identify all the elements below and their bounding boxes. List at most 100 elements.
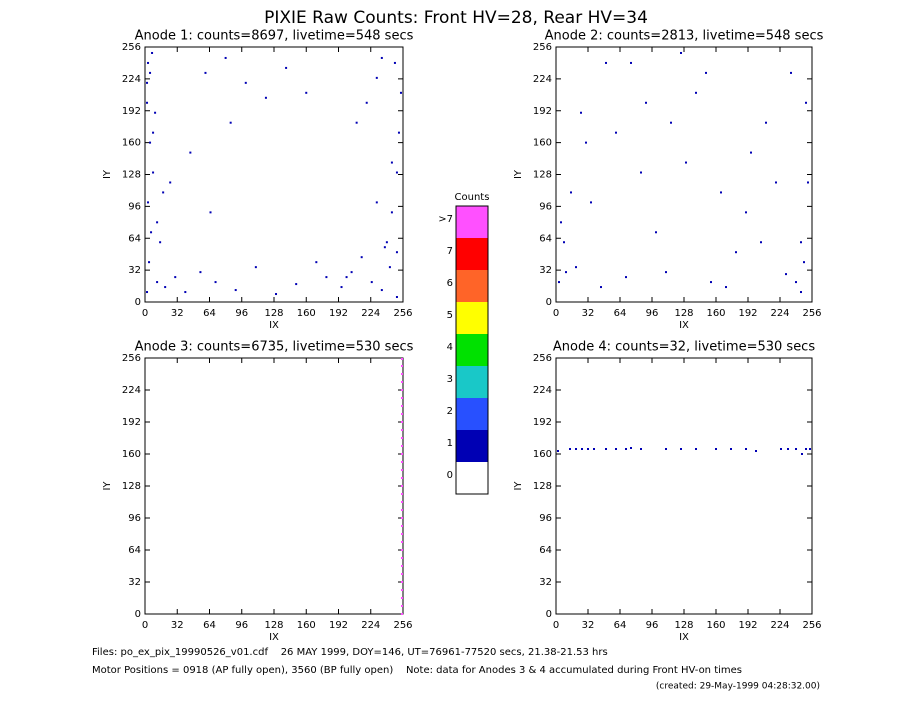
count-pixel	[400, 493, 403, 495]
page-title: PIXIE Raw Counts: Front HV=28, Rear HV=3…	[264, 8, 648, 28]
x-axis-label: IX	[679, 320, 689, 331]
colorbar-label: >7	[438, 214, 453, 225]
count-pixel	[295, 283, 298, 286]
plot-frame	[555, 357, 813, 615]
count-pixel	[587, 448, 589, 450]
y-tick-label: 96	[128, 513, 141, 524]
x-tick-label: 256	[393, 620, 412, 631]
colorbar-cell	[456, 334, 488, 366]
x-tick-label: 96	[235, 308, 248, 319]
count-pixel	[795, 281, 797, 284]
count-pixel	[244, 81, 247, 84]
y-tick-label: 128	[533, 170, 552, 181]
count-pixel	[315, 261, 318, 264]
count-pixel	[380, 289, 383, 292]
count-pixel	[780, 448, 782, 450]
count-pixel	[695, 91, 697, 94]
count-pixel	[151, 51, 154, 54]
count-pixel	[154, 111, 157, 114]
count-pixel	[340, 286, 343, 289]
count-pixel	[147, 201, 150, 204]
colorbar-cell	[456, 366, 488, 398]
count-pixel	[570, 191, 572, 194]
y-tick-label: 256	[533, 42, 552, 53]
x-tick-label: 224	[770, 308, 789, 319]
footer-line: Motor Positions = 0918 (AP fully open), …	[92, 665, 742, 676]
count-pixel	[807, 181, 809, 184]
count-pixel	[809, 448, 811, 450]
colorbar-frame	[455, 205, 489, 495]
colorbar-cell	[456, 398, 488, 430]
count-pixel	[395, 296, 398, 299]
count-pixel	[565, 271, 567, 274]
count-pixel	[800, 291, 802, 294]
count-pixel	[400, 461, 403, 463]
count-pixel	[665, 448, 667, 450]
count-pixel	[750, 151, 752, 154]
x-tick-label: 128	[264, 620, 283, 631]
count-pixel	[580, 111, 582, 114]
x-tick-label: 192	[329, 620, 348, 631]
count-pixel	[400, 358, 403, 360]
count-pixel	[581, 448, 583, 450]
x-tick-label: 256	[802, 620, 821, 631]
count-pixel	[350, 271, 353, 274]
count-pixel	[385, 241, 388, 244]
footer-created: (created: 29-May-1999 04:28:32.00)	[656, 682, 820, 692]
y-tick-label: 224	[533, 74, 552, 85]
x-tick-label: 160	[706, 308, 725, 319]
count-pixel	[383, 246, 386, 249]
y-tick-label: 256	[122, 353, 141, 364]
count-pixel	[705, 71, 707, 74]
count-pixel	[575, 448, 577, 450]
count-pixel	[585, 141, 587, 144]
count-pixel	[625, 276, 627, 279]
count-pixel	[615, 131, 617, 134]
x-tick-label: 160	[706, 620, 725, 631]
count-pixel	[370, 281, 373, 284]
y-tick-label: 64	[128, 545, 141, 556]
count-pixel	[615, 448, 617, 450]
y-tick-label: 256	[122, 42, 141, 53]
y-tick-label: 160	[533, 449, 552, 460]
count-pixel	[400, 533, 403, 535]
colorbar-label: 3	[447, 374, 453, 385]
count-pixel	[395, 251, 398, 254]
count-pixel	[174, 276, 177, 279]
colorbar-cell	[456, 270, 488, 302]
y-tick-label: 64	[539, 233, 552, 244]
count-pixel	[150, 231, 153, 234]
count-pixel	[224, 56, 227, 59]
count-pixel	[162, 191, 165, 194]
y-tick-label: 32	[128, 265, 141, 276]
y-axis-label: IY	[513, 481, 524, 491]
count-pixel	[558, 281, 560, 284]
y-tick-label: 224	[122, 385, 141, 396]
x-tick-label: 64	[614, 308, 627, 319]
count-pixel	[400, 421, 403, 423]
count-pixel	[264, 96, 267, 99]
count-pixel	[148, 261, 151, 264]
x-tick-label: 32	[582, 620, 595, 631]
count-pixel	[345, 276, 348, 279]
x-tick-label: 224	[770, 620, 789, 631]
count-pixel	[685, 161, 687, 164]
x-axis-label: IX	[679, 632, 689, 643]
y-tick-label: 160	[122, 449, 141, 460]
y-tick-label: 128	[533, 481, 552, 492]
count-pixel	[803, 261, 805, 264]
count-pixel	[400, 501, 403, 503]
y-tick-label: 64	[539, 545, 552, 556]
count-pixel	[400, 509, 403, 511]
y-axis-label: IY	[102, 169, 113, 179]
count-pixel	[355, 121, 358, 124]
x-tick-label: 192	[738, 620, 757, 631]
y-tick-label: 0	[135, 297, 141, 308]
y-tick-label: 160	[533, 138, 552, 149]
count-pixel	[755, 450, 757, 452]
count-pixel	[275, 293, 278, 296]
count-pixel	[254, 266, 257, 269]
count-pixel	[640, 171, 642, 174]
y-tick-label: 224	[533, 385, 552, 396]
